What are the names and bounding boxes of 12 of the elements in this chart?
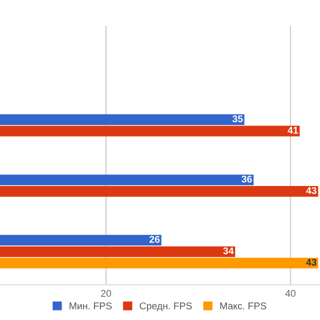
data-label: 43 bbox=[306, 258, 316, 266]
data-label: 36 bbox=[242, 176, 252, 183]
legend-label: Мин. FPS bbox=[70, 302, 112, 310]
x-tick-label: 40 bbox=[285, 290, 296, 297]
legend-label: Средн. FPS bbox=[140, 302, 192, 312]
data-label: 41 bbox=[288, 126, 298, 134]
data-label: 26 bbox=[150, 236, 160, 243]
x-tick-label: 20 bbox=[101, 290, 112, 297]
legend-label: Макс. FPS bbox=[220, 302, 266, 310]
data-label: 43 bbox=[306, 187, 316, 194]
data-label: 35 bbox=[232, 115, 243, 122]
data-label: 34 bbox=[223, 247, 234, 254]
